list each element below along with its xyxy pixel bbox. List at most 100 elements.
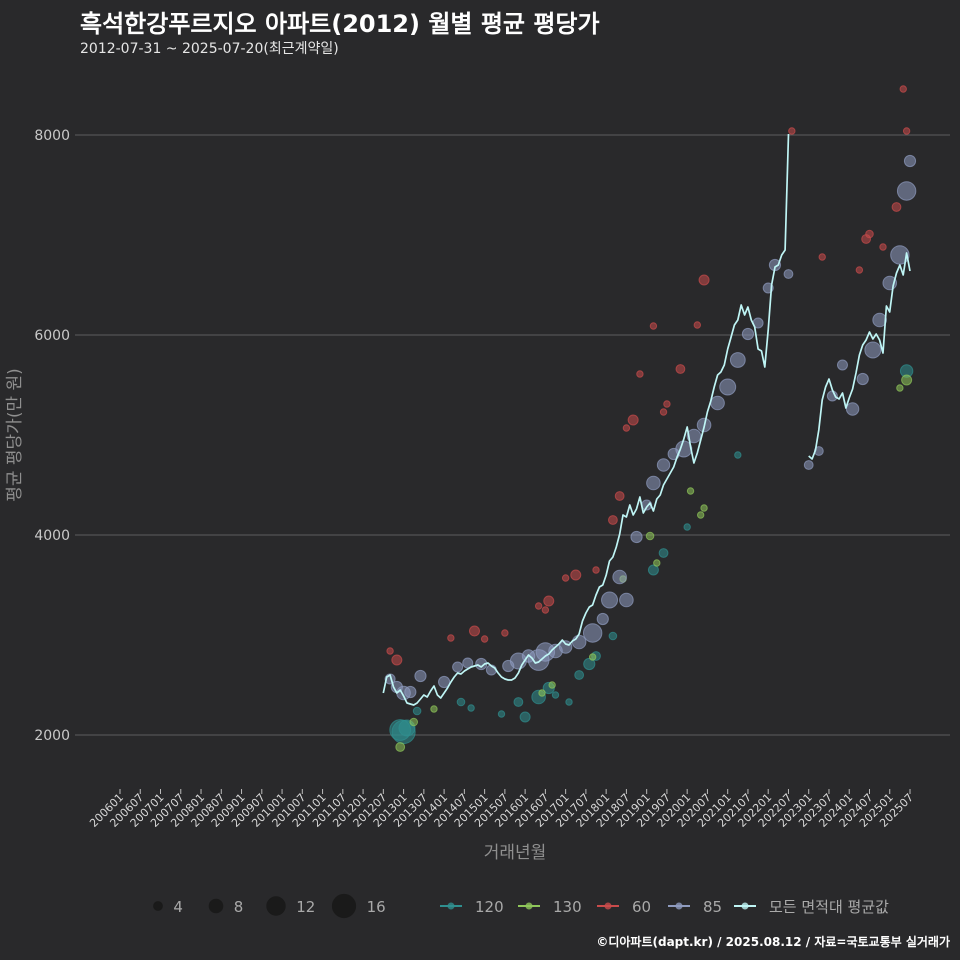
point-130 [700, 504, 708, 512]
legend-dot-85 [675, 902, 683, 910]
point-85 [710, 395, 725, 411]
point-120 [734, 451, 742, 459]
point-85 [612, 569, 627, 585]
point-60 [698, 274, 710, 286]
y-tick-label: 8000 [34, 128, 70, 144]
point-130 [409, 717, 419, 727]
legend-size-circle [266, 896, 286, 916]
point-120 [519, 711, 531, 723]
page-title: 흑석한강푸르지오 아파트(2012) 월별 평균 평당가 [80, 10, 600, 38]
y-axis-title: 평균 평당가(만 원) [5, 368, 25, 502]
point-130 [645, 531, 655, 541]
point-60 [501, 629, 509, 637]
point-60 [788, 127, 796, 135]
point-60 [543, 595, 555, 607]
legend-label-85: 85 [703, 898, 722, 916]
point-130 [686, 487, 695, 495]
point-85 [571, 634, 587, 650]
point-85 [404, 685, 417, 699]
point-120 [513, 697, 524, 707]
point-130 [548, 681, 556, 689]
legend-dot-120 [447, 902, 455, 910]
point-130 [538, 689, 546, 697]
point-120 [565, 698, 573, 706]
point-120 [412, 706, 422, 716]
point-85 [630, 530, 643, 544]
point-85 [903, 154, 917, 168]
point-85 [845, 402, 860, 416]
point-120 [658, 548, 669, 558]
point-120 [608, 631, 618, 641]
footer-credit: ©디아파트(dapt.kr) / 2025.08.12 / 자료=국토교통부 실… [596, 935, 950, 949]
point-85 [452, 661, 464, 673]
point-60 [534, 602, 543, 610]
point-85 [601, 591, 619, 609]
point-85 [686, 428, 702, 444]
y-tick-label: 6000 [34, 328, 70, 344]
point-120 [574, 670, 585, 680]
point-60 [865, 229, 874, 239]
y-tick-label: 2000 [34, 728, 70, 744]
point-120 [683, 523, 691, 531]
point-85 [896, 181, 917, 201]
point-60 [468, 625, 480, 637]
point-85 [864, 341, 882, 359]
point-130 [588, 653, 597, 661]
point-85 [414, 669, 427, 683]
point-60 [636, 370, 644, 378]
point-60 [622, 424, 631, 432]
point-60 [614, 491, 625, 501]
legend-size-circle [208, 898, 224, 914]
page-subtitle: 2012-07-31 ~ 2025-07-20(최근계약일) [80, 41, 339, 57]
point-60 [693, 321, 702, 329]
point-60 [447, 634, 455, 642]
point-60 [608, 515, 618, 525]
point-130 [395, 742, 406, 752]
point-85 [719, 378, 737, 396]
average-line-segment [808, 252, 911, 460]
point-130 [696, 511, 705, 519]
y-tick-labels: 2000 4000 6000 8000 [34, 128, 70, 744]
point-60 [855, 266, 864, 274]
point-60 [570, 569, 582, 581]
point-60 [391, 654, 403, 666]
legend-label-120: 120 [475, 898, 504, 916]
legend-size-label: 8 [234, 898, 244, 916]
point-85 [783, 269, 794, 279]
legend-size-circle [331, 893, 357, 919]
point-60 [561, 574, 570, 582]
point-85 [741, 327, 755, 341]
average-line [382, 133, 911, 706]
point-85 [558, 640, 573, 654]
point-85 [438, 675, 451, 689]
point-60 [627, 414, 639, 426]
legend-label-130: 130 [553, 898, 582, 916]
point-60 [592, 566, 600, 574]
point-60 [879, 243, 887, 251]
legend-dot-모든 면적대 평균값 [741, 902, 749, 910]
point-120 [467, 704, 475, 712]
legend-size-label: 4 [173, 898, 183, 916]
point-60 [818, 253, 826, 261]
point-130 [430, 705, 438, 713]
point-130 [653, 559, 661, 567]
point-85 [836, 359, 848, 371]
legend-size-circle [153, 901, 163, 911]
point-60 [902, 127, 911, 135]
point-85 [619, 592, 634, 608]
point-120 [551, 691, 560, 699]
legend-dot-130 [525, 902, 533, 910]
scatter-points [384, 85, 917, 752]
point-60 [663, 400, 671, 408]
point-85 [803, 460, 814, 470]
legend-label-60: 60 [632, 898, 651, 916]
point-85 [729, 352, 746, 368]
point-120 [497, 710, 506, 718]
point-85 [646, 475, 661, 491]
point-130 [901, 374, 913, 386]
point-120 [456, 697, 466, 707]
point-60 [480, 635, 489, 643]
point-120 [647, 564, 659, 576]
x-axis-title: 거래년월 [484, 843, 547, 863]
